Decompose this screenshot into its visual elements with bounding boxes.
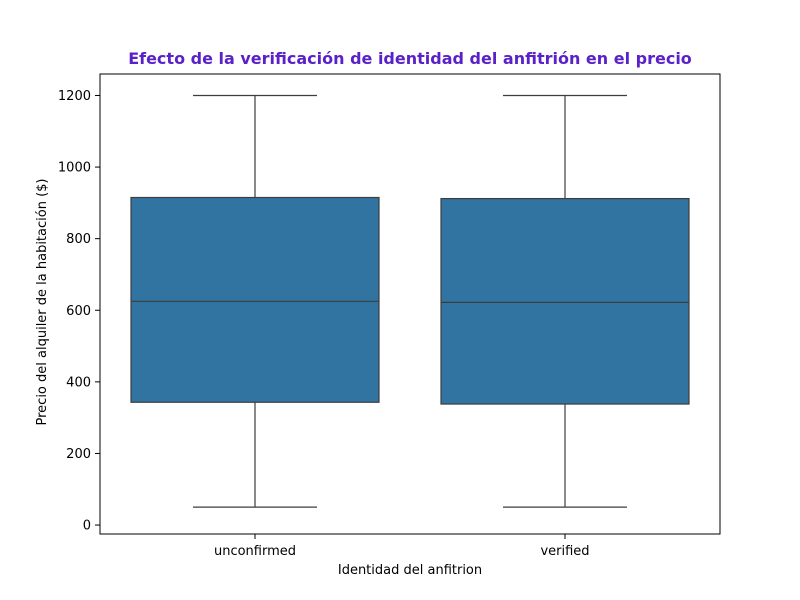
- y-tick-label: 800: [66, 232, 91, 247]
- x-tick-label: verified: [540, 544, 589, 559]
- y-tick-label: 400: [66, 375, 91, 390]
- y-tick-label: 1000: [58, 161, 91, 176]
- plot-frame: [99, 73, 721, 535]
- y-axis-title: Precio del alquiler de la habitación ($): [35, 179, 50, 426]
- box-verified: [440, 94, 690, 508]
- y-tick-label: 600: [66, 304, 91, 319]
- x-axis-title: Identidad del anfitrion: [338, 563, 482, 578]
- y-tick-label: 0: [83, 519, 91, 534]
- chart-title: Efecto de la verificación de identidad d…: [128, 49, 692, 68]
- x-tick-label: unconfirmed: [214, 544, 296, 559]
- box-iqr: [440, 197, 690, 405]
- plot-area: 0 200 400 600 800 1000 1200 unconfirmed verified: [58, 73, 721, 559]
- y-tick-label: 1200: [58, 89, 91, 104]
- box-unconfirmed: [130, 94, 380, 508]
- y-tick-label: 200: [66, 447, 91, 462]
- box-iqr: [130, 196, 380, 403]
